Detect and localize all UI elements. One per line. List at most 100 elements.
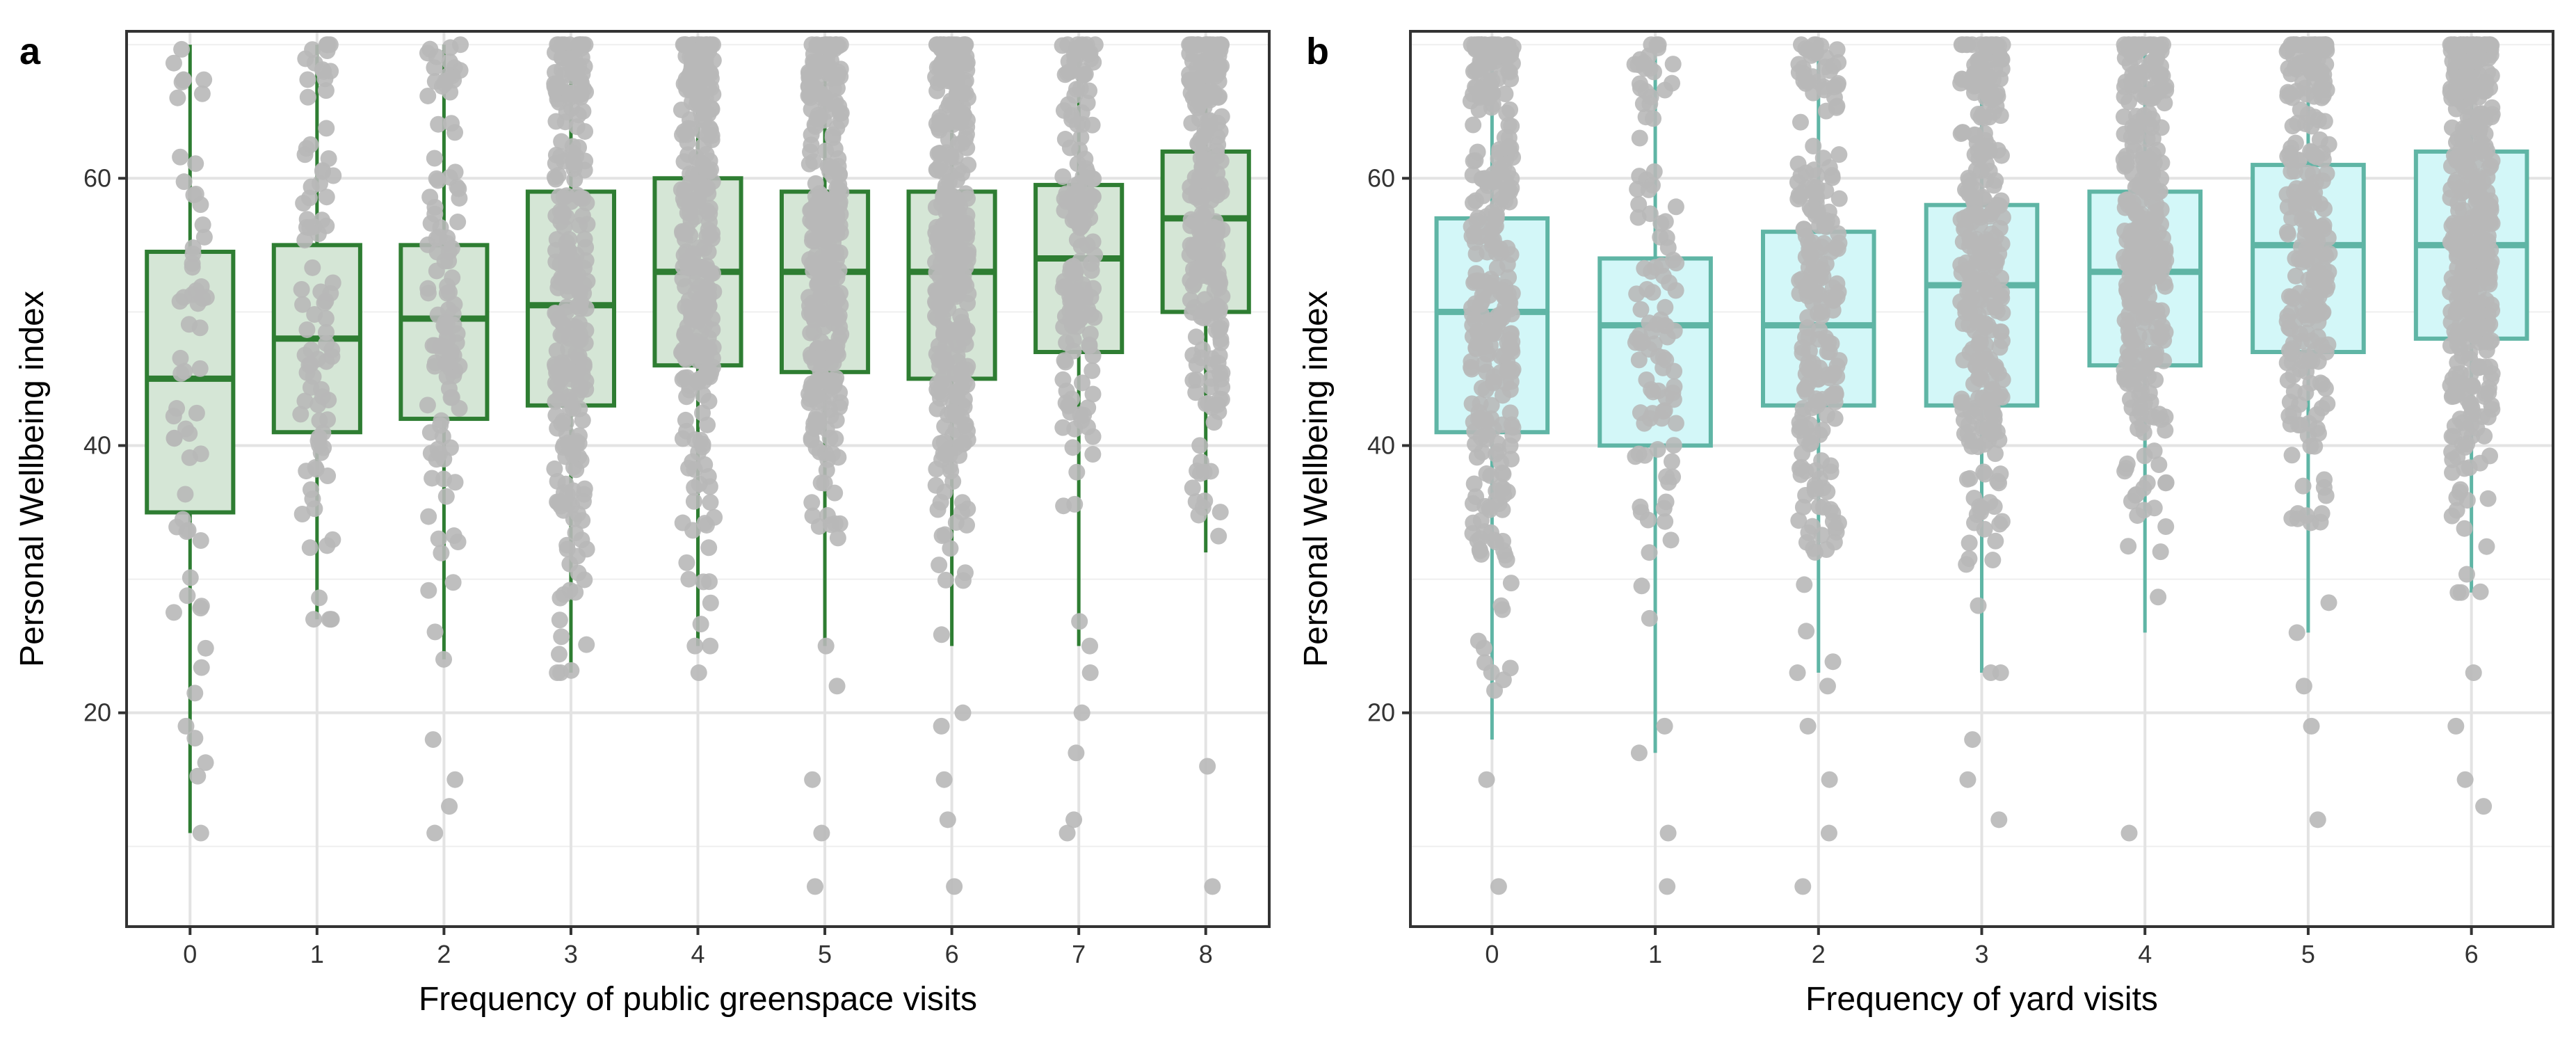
data-point — [2312, 374, 2329, 392]
data-point — [2129, 120, 2146, 137]
data-point — [169, 89, 186, 106]
data-point — [187, 155, 204, 173]
data-point — [175, 289, 193, 306]
data-point — [1065, 315, 1083, 333]
data-point — [2303, 332, 2320, 349]
data-point — [2480, 379, 2497, 397]
data-point — [2312, 513, 2329, 531]
data-point — [1657, 513, 1674, 530]
data-point — [928, 115, 945, 132]
data-point — [2147, 371, 2164, 389]
data-point — [1954, 315, 1972, 333]
y-axis-title: Personal Wellbeing index — [1298, 291, 1335, 667]
data-point — [1082, 289, 1100, 306]
data-point — [1084, 170, 1101, 188]
data-point — [2116, 125, 2133, 143]
data-point — [1663, 453, 1680, 470]
data-point — [1187, 328, 1205, 346]
data-point — [702, 79, 720, 97]
data-point — [1465, 116, 1482, 134]
data-point — [935, 433, 953, 451]
x-tick-label: 6 — [2465, 940, 2479, 968]
data-point — [195, 71, 213, 88]
data-point — [2454, 347, 2471, 365]
data-point — [550, 362, 567, 379]
outlier-point — [1490, 878, 1507, 895]
data-point — [2462, 395, 2479, 413]
data-point — [2117, 254, 2134, 271]
y-axis-title: Personal Wellbeing index — [14, 291, 51, 667]
data-point — [2442, 234, 2459, 251]
data-point — [1972, 366, 1989, 383]
data-point — [1986, 498, 2003, 515]
data-point — [950, 242, 967, 259]
data-point — [2445, 428, 2463, 445]
data-point — [184, 255, 201, 272]
data-point — [1495, 542, 1513, 559]
data-point — [1062, 63, 1079, 81]
data-point — [1631, 75, 1648, 93]
panel-letter: b — [1306, 31, 1329, 72]
x-tick-label: 4 — [2138, 940, 2152, 968]
data-point — [319, 411, 337, 429]
data-point — [1655, 499, 1673, 517]
data-point — [1966, 200, 1983, 217]
data-point — [691, 475, 708, 493]
data-point — [2141, 384, 2158, 401]
data-point — [2447, 150, 2464, 167]
data-point — [2146, 442, 2163, 460]
data-point — [831, 166, 848, 183]
data-point — [2149, 141, 2166, 159]
data-point — [1827, 520, 1844, 537]
outlier-point — [1204, 878, 1221, 895]
data-point — [302, 136, 319, 153]
outlier-point — [2475, 798, 2493, 815]
data-point — [1467, 192, 1484, 209]
data-point — [1072, 129, 1090, 146]
data-point — [1658, 468, 1675, 486]
data-point — [420, 508, 437, 525]
data-point — [1486, 682, 1504, 699]
data-point — [2139, 356, 2157, 374]
data-point — [1657, 298, 1674, 316]
data-point — [449, 214, 467, 231]
data-point — [1189, 36, 1206, 54]
data-point — [2468, 419, 2486, 437]
data-point — [446, 163, 464, 181]
data-point — [555, 586, 572, 603]
data-point — [815, 394, 832, 411]
data-point — [1071, 141, 1088, 159]
data-point — [803, 303, 821, 321]
outlier-point — [946, 878, 963, 895]
data-point — [1055, 497, 1072, 515]
data-point — [2297, 251, 2315, 269]
data-point — [944, 323, 962, 340]
data-point — [319, 537, 336, 554]
data-point — [429, 440, 446, 458]
data-point — [2477, 73, 2495, 90]
data-point — [1826, 387, 1844, 404]
data-point — [675, 225, 693, 242]
data-point — [1955, 351, 1972, 369]
outlier-point — [1058, 824, 1076, 842]
data-point — [2150, 456, 2168, 474]
x-tick-label: 0 — [1485, 940, 1499, 968]
data-point — [1804, 518, 1821, 535]
data-point — [550, 646, 567, 663]
data-point — [299, 71, 316, 88]
data-point — [165, 54, 182, 72]
data-point — [1792, 188, 1809, 205]
data-point — [1188, 371, 1205, 389]
data-point — [177, 486, 194, 503]
data-point — [2142, 36, 2159, 54]
data-point — [558, 233, 575, 250]
data-point — [305, 611, 323, 628]
data-point — [430, 115, 447, 133]
data-point — [826, 515, 844, 532]
data-point — [2448, 171, 2465, 189]
data-point — [419, 87, 437, 104]
data-point — [2472, 583, 2489, 600]
data-point — [1665, 437, 1682, 454]
data-point — [437, 72, 454, 90]
outlier-point — [1081, 664, 1099, 682]
